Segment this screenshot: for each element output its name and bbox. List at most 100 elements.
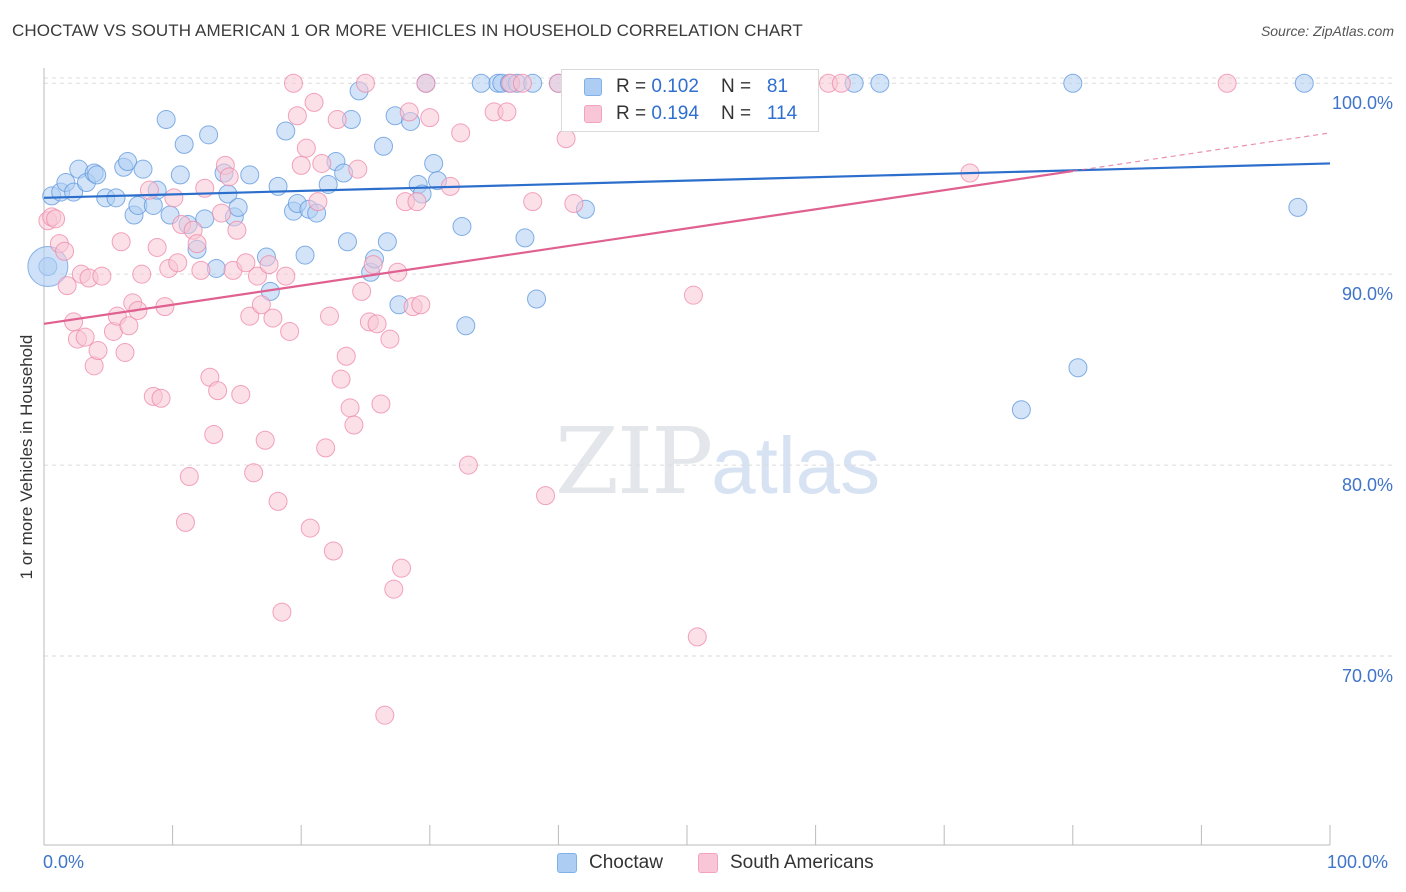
data-point xyxy=(411,295,431,315)
data-point xyxy=(106,188,126,208)
y-tick-label: 100.0% xyxy=(1331,93,1393,114)
data-point xyxy=(458,455,478,475)
data-point xyxy=(527,289,547,309)
data-point xyxy=(168,253,188,273)
choctaw-legend-swatch xyxy=(557,853,577,873)
data-point xyxy=(344,415,364,435)
data-point xyxy=(1011,400,1031,420)
data-point xyxy=(348,159,368,179)
south-americans-legend-swatch xyxy=(698,853,718,873)
data-point xyxy=(191,260,211,280)
data-point xyxy=(195,209,215,229)
data-point xyxy=(187,234,207,254)
data-point xyxy=(139,180,159,200)
data-point xyxy=(352,281,372,301)
data-point xyxy=(179,467,199,487)
data-point xyxy=(451,123,471,143)
data-point xyxy=(199,125,219,145)
r-label: R = xyxy=(616,76,647,97)
data-point xyxy=(296,138,316,158)
data-point xyxy=(272,602,292,622)
data-point xyxy=(259,255,279,275)
data-point xyxy=(174,134,194,154)
watermark-zip: ZIP xyxy=(555,408,713,515)
data-point xyxy=(276,121,296,141)
trend-line-extension xyxy=(1072,132,1331,172)
x-tick-min: 0.0% xyxy=(43,852,85,872)
legend-label: Choctaw xyxy=(589,852,663,873)
data-point xyxy=(416,73,436,93)
data-point xyxy=(111,232,131,252)
legend-item-south-americans[interactable]: South Americans xyxy=(698,852,874,874)
data-point xyxy=(88,341,108,361)
data-point xyxy=(87,165,107,185)
n-label: N = xyxy=(720,103,752,124)
data-point xyxy=(392,558,412,578)
trend-line-south-americans xyxy=(43,170,1073,325)
data-point xyxy=(312,153,332,173)
data-point xyxy=(204,425,224,445)
data-point xyxy=(319,306,339,326)
data-point xyxy=(240,165,260,185)
n-value: 114 xyxy=(766,103,798,124)
data-point xyxy=(244,463,264,483)
r-label: R = xyxy=(616,103,647,124)
data-point xyxy=(304,92,324,112)
south-americans-swatch xyxy=(584,105,602,123)
data-point xyxy=(384,579,404,599)
data-point xyxy=(236,253,256,273)
data-point xyxy=(1288,197,1308,217)
choctaw-swatch xyxy=(584,78,602,96)
chart-title: CHOCTAW VS SOUTH AMERICAN 1 OR MORE VEHI… xyxy=(12,21,803,40)
data-point xyxy=(240,306,260,326)
data-point xyxy=(687,627,707,647)
y-tick-label: 80.0% xyxy=(1341,475,1393,496)
data-point xyxy=(291,155,311,175)
trend-line-choctaw xyxy=(43,162,1331,199)
y-tick-label: 90.0% xyxy=(1341,284,1393,305)
data-point xyxy=(255,430,275,450)
data-point xyxy=(367,314,387,334)
data-point xyxy=(133,159,153,179)
data-point xyxy=(323,541,343,561)
data-point xyxy=(363,255,383,275)
data-point xyxy=(497,102,517,122)
data-point xyxy=(55,241,75,261)
legend-item-choctaw[interactable]: Choctaw xyxy=(557,852,663,874)
data-point xyxy=(870,73,890,93)
data-point xyxy=(295,245,315,265)
data-point xyxy=(399,102,419,122)
data-point xyxy=(268,491,288,511)
data-point xyxy=(327,110,347,130)
data-point xyxy=(380,329,400,349)
data-point xyxy=(92,266,112,286)
series-legend: Choctaw South Americans xyxy=(0,852,1406,876)
data-point xyxy=(170,165,190,185)
legend-row-choctaw: R = 0.102 N = 81 xyxy=(584,75,788,99)
data-point xyxy=(251,295,271,315)
data-point xyxy=(377,232,397,252)
data-point xyxy=(564,194,584,214)
data-point xyxy=(287,106,307,126)
data-point xyxy=(156,110,176,130)
data-point xyxy=(308,192,328,212)
data-point xyxy=(75,327,95,347)
watermark: ZIPatlas xyxy=(555,408,880,515)
correlation-legend: R = 0.102 N = 81 R = 0.194 N = 114 xyxy=(561,69,819,132)
data-point xyxy=(515,228,535,248)
data-point xyxy=(1063,73,1083,93)
data-point xyxy=(316,438,336,458)
data-point xyxy=(375,705,395,725)
data-point xyxy=(420,108,440,128)
data-point xyxy=(318,174,338,194)
data-point xyxy=(424,153,444,173)
data-point xyxy=(219,167,239,187)
data-point xyxy=(175,512,195,532)
data-point xyxy=(211,203,231,223)
data-point xyxy=(57,276,77,296)
data-point xyxy=(132,264,152,284)
data-point xyxy=(1294,73,1314,93)
x-tick-max: 100.0% xyxy=(1327,852,1389,872)
legend-label: South Americans xyxy=(730,852,874,873)
